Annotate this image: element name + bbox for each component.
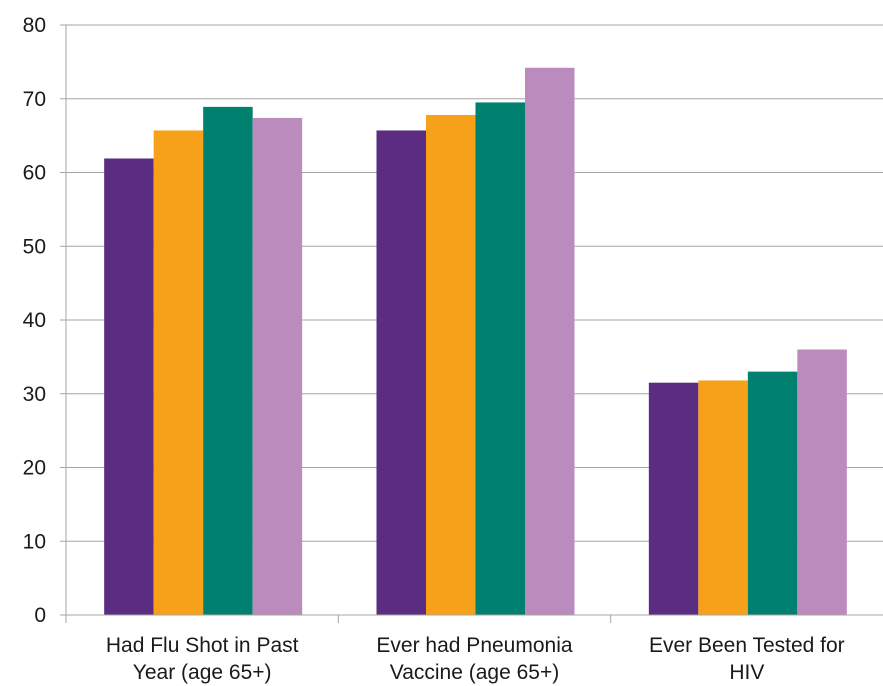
bar <box>104 158 154 616</box>
x-category-label: Ever had Pneumonia <box>376 634 572 657</box>
x-category-label: Year (age 65+) <box>133 661 272 684</box>
bar <box>376 130 426 615</box>
x-category-label: HIV <box>729 661 764 684</box>
y-tick-label: 80 <box>23 14 46 37</box>
bar <box>203 106 253 616</box>
labels: 0 10 20 30 40 50 60 70 80 Had Flu Shot in Past Yea… <box>23 14 845 684</box>
bar <box>252 117 303 616</box>
bar <box>648 382 699 615</box>
x-category-label: Ever Been Tested for <box>649 634 845 657</box>
y-tick-label: 30 <box>23 383 46 406</box>
bar <box>797 349 847 615</box>
axes <box>60 24 883 623</box>
y-tick-label: 60 <box>23 162 46 185</box>
y-tick-label: 10 <box>23 530 46 553</box>
bars <box>104 67 847 616</box>
bar <box>747 371 798 615</box>
y-tick-label: 50 <box>23 235 46 258</box>
bar <box>153 130 204 615</box>
y-tick-label: 40 <box>23 309 46 332</box>
x-category-label: Had Flu Shot in Past <box>106 634 299 657</box>
bar <box>698 380 748 615</box>
bar <box>426 114 476 615</box>
y-tick-label: 70 <box>23 88 46 111</box>
bar <box>475 102 525 615</box>
x-category-label: Vaccine (age 65+) <box>390 661 559 684</box>
bar <box>525 67 575 615</box>
y-tick-label: 20 <box>23 457 46 480</box>
y-tick-label: 0 <box>34 604 46 627</box>
